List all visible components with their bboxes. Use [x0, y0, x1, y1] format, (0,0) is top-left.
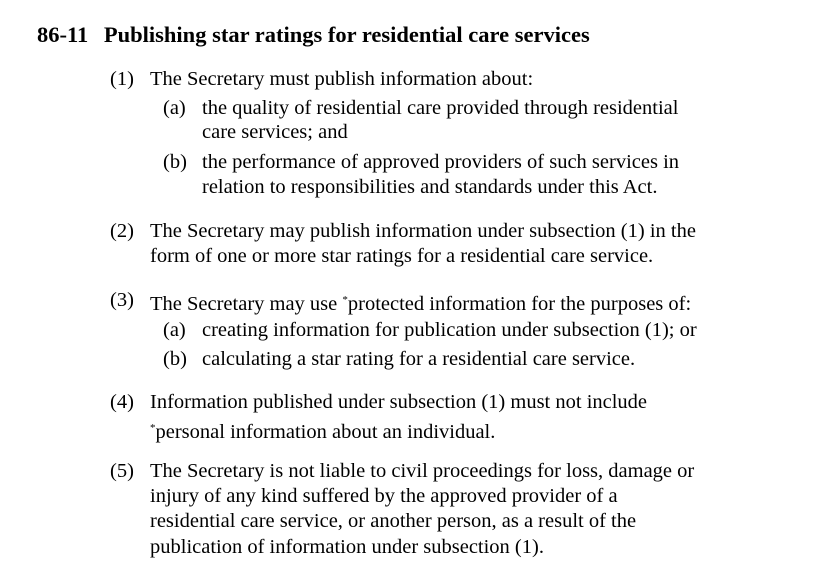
text-part: personal information about an individual… — [155, 421, 496, 443]
subsection-text: The Secretary is not liable to civil pro… — [150, 460, 695, 482]
paragraph-text: the performance of approved providers of… — [202, 151, 680, 173]
paragraph-label: (a) — [163, 97, 186, 119]
subsection-text: injury of any kind suffered by the appro… — [150, 485, 618, 507]
subsection-label: (2) — [110, 220, 134, 242]
paragraph-text: calculating a star rating for a resident… — [202, 348, 636, 370]
subsection-text: form of one or more star ratings for a r… — [150, 245, 654, 267]
paragraph-label: (a) — [163, 319, 186, 341]
defined-term-asterisk: * — [150, 422, 156, 434]
subsection-label: (5) — [110, 460, 134, 482]
subsection-label: (4) — [110, 391, 134, 413]
subsection-text: The Secretary may use *protected informa… — [150, 288, 691, 316]
paragraph-label: (b) — [163, 348, 187, 370]
subsection-text: Information published under subsection (… — [150, 391, 648, 413]
paragraph-text: creating information for publication und… — [202, 319, 697, 341]
section-title: Publishing star ratings for residential … — [103, 22, 590, 47]
defined-term-asterisk: * — [342, 294, 348, 306]
text-part: protected information for the purposes o… — [347, 293, 692, 315]
paragraph-text: care services; and — [202, 121, 348, 143]
section-number: 86-11 — [37, 22, 89, 47]
text-part: The Secretary may use — [150, 293, 343, 315]
subsection-text: residential care service, or another per… — [150, 510, 637, 532]
paragraph-text: the quality of residential care provided… — [202, 97, 679, 119]
subsection-text: The Secretary may publish information un… — [150, 220, 696, 242]
section-heading: 86-11 Publishing star ratings for reside… — [37, 21, 590, 49]
paragraph-text: relation to responsibilities and standar… — [202, 176, 658, 198]
subsection-text: *personal information about an individua… — [150, 416, 495, 444]
subsection-text: publication of information under subsect… — [150, 536, 544, 558]
subsection-label: (3) — [110, 289, 134, 311]
subsection-text: The Secretary must publish information a… — [150, 68, 534, 90]
paragraph-label: (b) — [163, 151, 187, 173]
subsection-label: (1) — [110, 68, 134, 90]
